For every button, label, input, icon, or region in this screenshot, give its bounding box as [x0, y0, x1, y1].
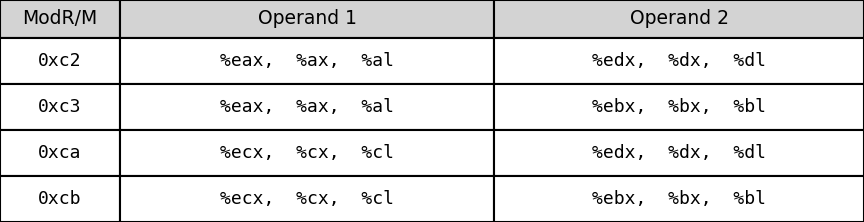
Bar	[494, 0, 864, 38]
Text: %ecx,  %cx,  %cl: %ecx, %cx, %cl	[220, 190, 394, 208]
Bar	[494, 38, 864, 84]
Text: ModR/M: ModR/M	[22, 10, 98, 28]
Bar	[120, 176, 494, 222]
Bar	[120, 0, 494, 38]
Bar	[120, 38, 494, 84]
Bar	[0, 84, 120, 130]
Text: %eax,  %ax,  %al: %eax, %ax, %al	[220, 52, 394, 70]
Bar	[494, 130, 864, 176]
Bar	[120, 130, 494, 176]
Bar	[494, 84, 864, 130]
Text: %edx,  %dx,  %dl: %edx, %dx, %dl	[592, 144, 766, 162]
Text: %ecx,  %cx,  %cl: %ecx, %cx, %cl	[220, 144, 394, 162]
Bar	[494, 176, 864, 222]
Bar	[0, 130, 120, 176]
Bar	[0, 0, 120, 38]
Text: %edx,  %dx,  %dl: %edx, %dx, %dl	[592, 52, 766, 70]
Bar	[0, 176, 120, 222]
Text: %ebx,  %bx,  %bl: %ebx, %bx, %bl	[592, 98, 766, 116]
Text: %eax,  %ax,  %al: %eax, %ax, %al	[220, 98, 394, 116]
Text: Operand 2: Operand 2	[630, 10, 728, 28]
Text: 0xca: 0xca	[38, 144, 82, 162]
Bar	[0, 38, 120, 84]
Text: Operand 1: Operand 1	[257, 10, 357, 28]
Bar	[120, 84, 494, 130]
Text: 0xcb: 0xcb	[38, 190, 82, 208]
Text: %ebx,  %bx,  %bl: %ebx, %bx, %bl	[592, 190, 766, 208]
Text: 0xc3: 0xc3	[38, 98, 82, 116]
Text: 0xc2: 0xc2	[38, 52, 82, 70]
